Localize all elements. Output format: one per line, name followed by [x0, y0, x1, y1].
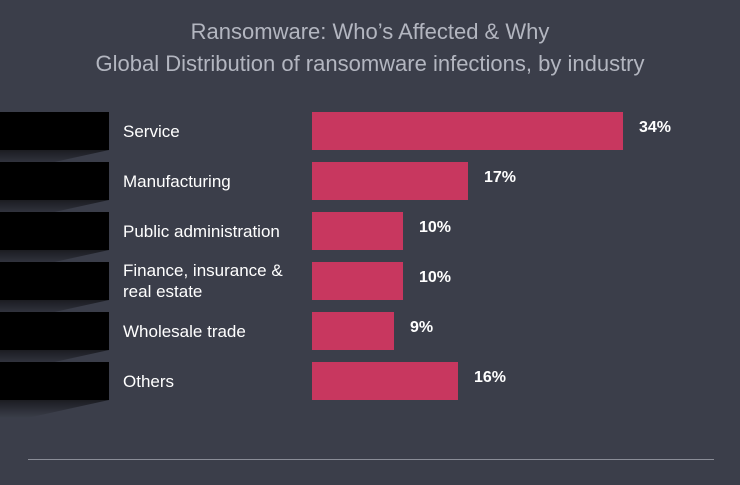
value-label: 9% [410, 319, 434, 336]
bar [312, 162, 468, 200]
category-tab [0, 362, 109, 400]
chart-title: Ransomware: Who’s Affected & Why [190, 19, 550, 44]
bar [312, 312, 394, 350]
bar [312, 362, 458, 400]
bar [312, 262, 403, 300]
category-label: Wholesale trade [123, 321, 246, 341]
category-tab [0, 112, 109, 150]
bar [312, 112, 623, 150]
category-label: Others [123, 371, 175, 391]
value-label: 17% [484, 169, 517, 186]
category-label: Manufacturing [123, 171, 231, 191]
category-label: Finance, insurance & real estate [123, 261, 283, 301]
value-label: 10% [419, 219, 452, 236]
category-tab-shadow [0, 400, 109, 418]
value-label: 10% [419, 269, 452, 286]
category-tab [0, 212, 109, 250]
chart-subtitle: Global Distribution of ransomware infect… [95, 51, 645, 76]
category-tab [0, 262, 109, 300]
category-tab [0, 312, 109, 350]
bar [312, 212, 403, 250]
category-label: Public administration [123, 221, 280, 241]
bottom-divider [28, 459, 714, 460]
value-label: 34% [639, 119, 672, 136]
value-label: 16% [474, 369, 507, 386]
category-label: Service [123, 121, 180, 141]
category-tab [0, 162, 109, 200]
